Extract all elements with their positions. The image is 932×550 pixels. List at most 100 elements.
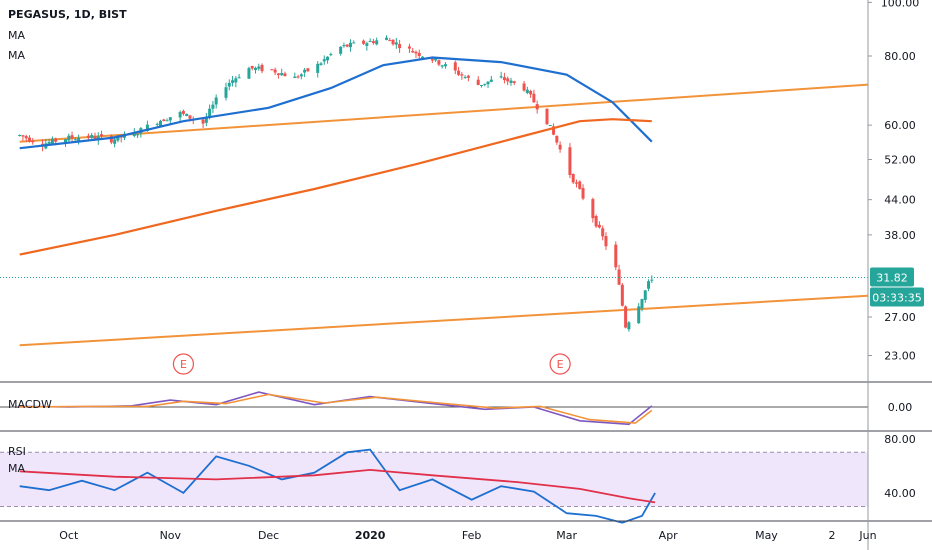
- candle-body: [73, 139, 77, 141]
- x-tick-label: 2020: [355, 529, 386, 542]
- macd-label: MACDW: [8, 398, 52, 411]
- candle-body: [211, 104, 215, 109]
- candle-body: [509, 80, 513, 83]
- x-tick-label: Dec: [258, 529, 279, 542]
- ma-line-blue: [19, 56, 653, 150]
- rsi-tick-label: 80.00: [884, 433, 916, 446]
- candle-body: [437, 60, 441, 65]
- x-tick-label: May: [755, 529, 778, 542]
- candle-body: [578, 181, 582, 189]
- candle-body: [624, 306, 628, 328]
- candle-body: [414, 51, 418, 54]
- price-tick-label: 23.00: [884, 350, 916, 363]
- rsi-label: RSI: [8, 445, 26, 458]
- symbol-title: PEGASUS, 1D, BIST: [8, 8, 127, 21]
- candle-body: [64, 139, 68, 143]
- candle-body: [283, 73, 287, 77]
- candle-body: [227, 82, 231, 87]
- candle-body: [299, 74, 303, 77]
- candle-body: [296, 76, 300, 78]
- candle-body: [545, 108, 549, 125]
- candle-body: [342, 45, 346, 47]
- candle-body: [460, 74, 464, 76]
- candle-body: [214, 97, 218, 105]
- candle-body: [375, 40, 379, 45]
- candle-body: [145, 124, 149, 132]
- candle-body: [502, 77, 506, 81]
- candle-body: [90, 135, 94, 138]
- candle-body: [594, 215, 598, 227]
- candle-body: [552, 126, 556, 135]
- overlay: PEGASUS, 1D, BIST MA MA MACDW RSI MA: [8, 8, 127, 475]
- candle-body: [568, 147, 572, 175]
- candle-body: [617, 269, 621, 285]
- rsi-pane[interactable]: [0, 448, 868, 524]
- rsi-tick-label: 40.00: [884, 487, 916, 500]
- x-tick-label: 2: [828, 529, 835, 542]
- candle-body: [50, 138, 54, 144]
- candle-body: [136, 134, 140, 136]
- candle-body: [109, 135, 113, 143]
- candle-body: [388, 40, 392, 42]
- candle-body: [178, 111, 182, 118]
- candle-body: [466, 75, 470, 78]
- ma-legend-2: MA: [8, 49, 25, 62]
- candle-body: [499, 76, 503, 78]
- candle-body: [365, 43, 369, 46]
- candle-body: [293, 76, 297, 78]
- candle-body: [411, 50, 415, 53]
- candle-body: [640, 299, 644, 309]
- candle-body: [352, 42, 356, 44]
- x-tick-label: Oct: [59, 529, 79, 542]
- earnings-marker: [549, 353, 571, 375]
- candle-body: [430, 58, 434, 61]
- price-tick-label: 100.00: [881, 0, 920, 9]
- candle-body: [260, 64, 264, 72]
- candle-body: [591, 199, 595, 219]
- candle-body: [643, 290, 647, 300]
- ma-line-orange: [19, 118, 652, 256]
- candle-body: [434, 58, 438, 61]
- candle-body: [273, 69, 277, 73]
- x-tick-label: Jun: [858, 529, 876, 542]
- candle-body: [86, 135, 90, 138]
- candle-body: [371, 41, 375, 44]
- candle-body: [512, 81, 516, 83]
- candle-body: [457, 70, 461, 75]
- candle-body: [188, 115, 192, 119]
- candle-body: [479, 85, 483, 87]
- macd-pane[interactable]: [0, 391, 868, 426]
- candle-body: [637, 306, 641, 324]
- rsi-ma-label: MA: [8, 462, 25, 475]
- candle-body: [67, 135, 71, 141]
- candle-body: [168, 117, 172, 121]
- candle-body: [116, 135, 120, 141]
- candle-body: [522, 83, 526, 91]
- candle-body: [280, 73, 284, 76]
- candle-body: [339, 46, 343, 54]
- candle-body: [532, 93, 536, 103]
- candle-body: [601, 228, 605, 237]
- candle-body: [224, 87, 228, 98]
- candle-body: [208, 108, 212, 118]
- price-tick-label: 44.00: [884, 194, 916, 207]
- candle-body: [362, 40, 366, 44]
- candle-body: [253, 67, 257, 70]
- candle-body: [650, 279, 654, 281]
- candle-body: [162, 119, 166, 122]
- candle-body: [185, 113, 189, 116]
- candle-body: [620, 284, 624, 306]
- candle-body: [24, 136, 28, 139]
- candle-body: [525, 89, 529, 93]
- candle-body: [345, 44, 349, 47]
- candle-body: [181, 110, 185, 114]
- candle-body: [77, 137, 81, 142]
- candle-body: [70, 135, 74, 139]
- candle-body: [486, 81, 490, 85]
- candle-body: [165, 120, 169, 122]
- candle-body: [483, 83, 487, 85]
- candle-body: [443, 64, 447, 67]
- candle-body: [555, 135, 559, 143]
